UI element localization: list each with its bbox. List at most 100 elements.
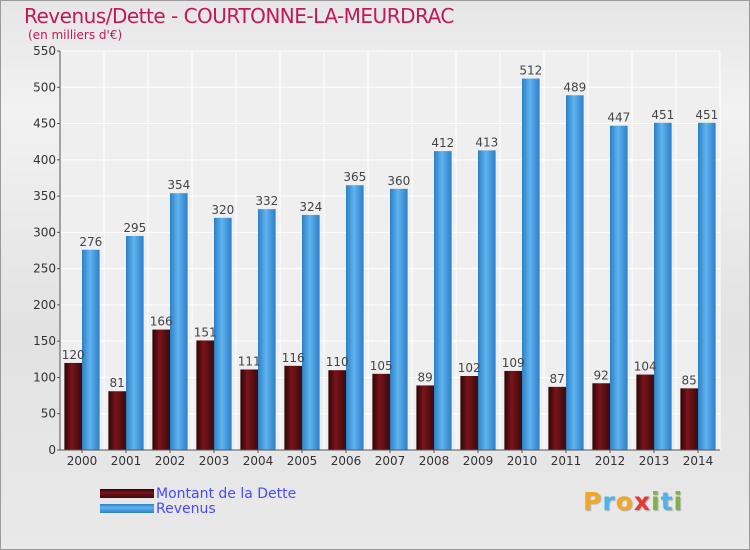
label-revenus-2006: 365 (343, 170, 366, 184)
y-tick-label: 150 (33, 334, 56, 348)
bar-dette-2008 (416, 385, 434, 450)
label-revenus-2010: 512 (519, 64, 542, 78)
label-dette-2002: 166 (150, 315, 173, 329)
logo-letter: r (602, 487, 616, 516)
bar-dette-2005 (284, 365, 302, 450)
label-dette-2003: 151 (194, 325, 217, 339)
bar-revenus-2004 (258, 209, 276, 450)
logo-letter: P (583, 487, 603, 516)
label-revenus-2011: 489 (563, 80, 586, 94)
legend-label-revenus: Revenus (156, 501, 216, 517)
x-tick-label: 2007 (375, 454, 406, 468)
bar-revenus-2001 (126, 235, 144, 450)
y-tick-label: 300 (33, 225, 56, 239)
bar-revenus-2011 (566, 95, 584, 451)
chart-subtitle: (en milliers d'€) (28, 28, 123, 42)
bar-dette-2013 (636, 374, 654, 450)
y-tick-label: 400 (33, 153, 56, 167)
bar-revenus-2014 (698, 122, 716, 450)
label-revenus-2002: 354 (167, 178, 190, 192)
bar-revenus-2012 (610, 125, 628, 451)
label-revenus-2007: 360 (387, 174, 410, 188)
bar-dette-2002 (152, 329, 170, 450)
y-tick-label: 100 (33, 370, 56, 384)
label-dette-2001: 81 (110, 376, 125, 390)
legend-swatch-revenus (100, 504, 154, 513)
label-dette-2009: 102 (458, 361, 481, 375)
y-tick-label: 200 (33, 298, 56, 312)
x-tick-label: 2003 (199, 454, 230, 468)
bar-revenus-2007 (390, 188, 408, 450)
logo-letter: t (660, 487, 674, 516)
bar-dette-2003 (196, 340, 214, 450)
x-tick-label: 2013 (639, 454, 670, 468)
label-revenus-2004: 332 (255, 194, 278, 208)
bar-dette-2006 (328, 370, 346, 450)
label-revenus-2012: 447 (607, 111, 630, 125)
logo-letter: o (615, 487, 634, 516)
bar-revenus-2008 (434, 151, 452, 450)
bar-dette-2004 (240, 369, 258, 450)
label-revenus-2014: 451 (695, 108, 718, 122)
legend-swatch-dette (100, 489, 154, 498)
logo-letter: i (673, 487, 684, 516)
label-dette-2012: 92 (594, 368, 609, 382)
x-tick-label: 2012 (595, 454, 626, 468)
bar-dette-2014 (680, 388, 698, 450)
x-tick-label: 2006 (331, 454, 362, 468)
label-dette-2004: 111 (238, 354, 261, 368)
y-tick-label: 500 (33, 80, 56, 94)
label-dette-2006: 110 (326, 355, 349, 369)
label-dette-2014: 85 (682, 373, 697, 387)
bar-dette-2009 (460, 376, 478, 450)
x-tick-label: 2011 (551, 454, 582, 468)
label-revenus-2009: 413 (475, 135, 498, 149)
y-tick-label: 0 (48, 443, 56, 457)
legend-label-dette: Montant de la Dette (156, 486, 297, 502)
label-dette-2000: 120 (62, 348, 85, 362)
bar-revenus-2005 (302, 214, 320, 450)
x-tick-label: 2014 (683, 454, 714, 468)
y-tick-label: 250 (33, 262, 56, 276)
logo-letter: i (651, 487, 661, 516)
bar-dette-2001 (108, 391, 126, 450)
bar-dette-2010 (504, 370, 522, 450)
label-dette-2008: 89 (418, 370, 433, 384)
label-dette-2011: 87 (550, 372, 565, 386)
y-tick-label: 550 (33, 44, 56, 58)
label-revenus-2005: 324 (299, 200, 322, 214)
y-tick-label: 450 (33, 117, 56, 131)
bar-revenus-2002 (170, 193, 188, 450)
label-revenus-2000: 276 (79, 235, 102, 249)
label-dette-2007: 105 (370, 359, 393, 373)
label-revenus-2001: 295 (123, 221, 146, 235)
label-dette-2010: 109 (502, 356, 525, 370)
bar-revenus-2013 (654, 122, 672, 450)
x-tick-label: 2009 (463, 454, 494, 468)
bar-revenus-2003 (214, 217, 232, 450)
bar-dette-2000 (64, 362, 82, 450)
bar-revenus-2009 (478, 150, 496, 450)
bar-revenus-2000 (82, 249, 100, 450)
logo-letter: x (633, 487, 651, 516)
label-revenus-2013: 451 (651, 108, 674, 122)
x-tick-label: 2008 (419, 454, 450, 468)
bar-revenus-2006 (346, 185, 364, 450)
x-tick-label: 2005 (287, 454, 318, 468)
bar-dette-2007 (372, 373, 390, 450)
bar-dette-2012 (592, 383, 610, 450)
y-tick-label: 50 (41, 407, 56, 421)
label-dette-2005: 116 (282, 351, 305, 365)
x-tick-label: 2010 (507, 454, 538, 468)
x-tick-label: 2004 (243, 454, 274, 468)
proxiti-logo: Proxiti (583, 487, 683, 516)
bar-dette-2011 (548, 386, 566, 450)
x-tick-label: 2000 (67, 454, 98, 468)
label-revenus-2003: 320 (211, 203, 234, 217)
label-dette-2013: 104 (634, 360, 657, 374)
x-tick-label: 2001 (111, 454, 142, 468)
y-tick-label: 350 (33, 189, 56, 203)
chart-title: Revenus/Dette - COURTONNE-LA-MEURDRAC (24, 4, 454, 28)
label-revenus-2008: 412 (431, 136, 454, 150)
